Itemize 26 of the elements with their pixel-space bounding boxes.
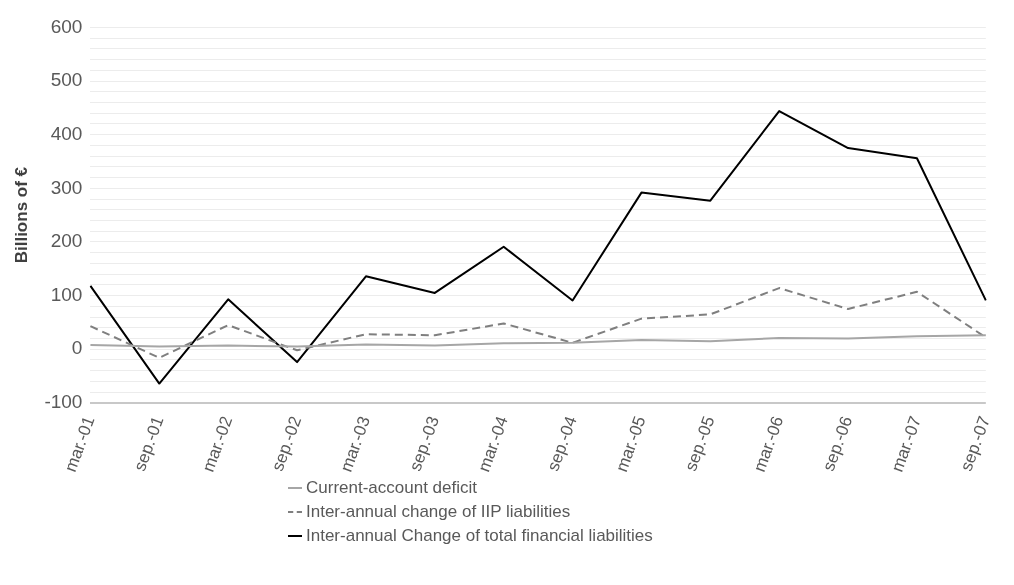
x-tick-label: mar.-04 [474, 413, 512, 475]
x-tick-label: sep.-03 [405, 413, 443, 474]
y-tick-label: 200 [50, 230, 83, 252]
x-tick-label: sep.-07 [956, 413, 994, 474]
x-tick-label: sep.-05 [681, 413, 719, 474]
y-axis-title: Billions of € [11, 166, 31, 264]
y-tick-label: 100 [50, 283, 83, 305]
legend-label: Current-account deficit [306, 478, 478, 498]
y-tick-label: 600 [50, 15, 83, 37]
y-tick-label: 0 [71, 337, 83, 359]
y-tick-label: 300 [50, 176, 83, 198]
x-tick-label: mar.-07 [887, 413, 926, 475]
y-tick-label: 500 [50, 69, 83, 91]
x-tick-label: mar.-06 [749, 413, 788, 475]
x-tick-label: sep.-04 [543, 413, 581, 474]
x-tick-label: sep.-01 [130, 413, 168, 474]
legend-label: Inter-annual change of IIP liabilities [306, 502, 571, 522]
x-tick-label: sep.-02 [267, 413, 306, 474]
y-tick-label: -100 [44, 391, 83, 413]
x-tick-label: mar.-03 [336, 413, 375, 475]
y-tick-label: 400 [50, 122, 83, 144]
legend-label: Inter-annual Change of total financial liabilities [306, 526, 653, 546]
x-tick-label: mar.-02 [198, 413, 237, 475]
x-tick-label: mar.-01 [61, 413, 99, 475]
x-tick-label: mar.-05 [612, 413, 650, 475]
x-tick-label: sep.-06 [818, 413, 857, 474]
